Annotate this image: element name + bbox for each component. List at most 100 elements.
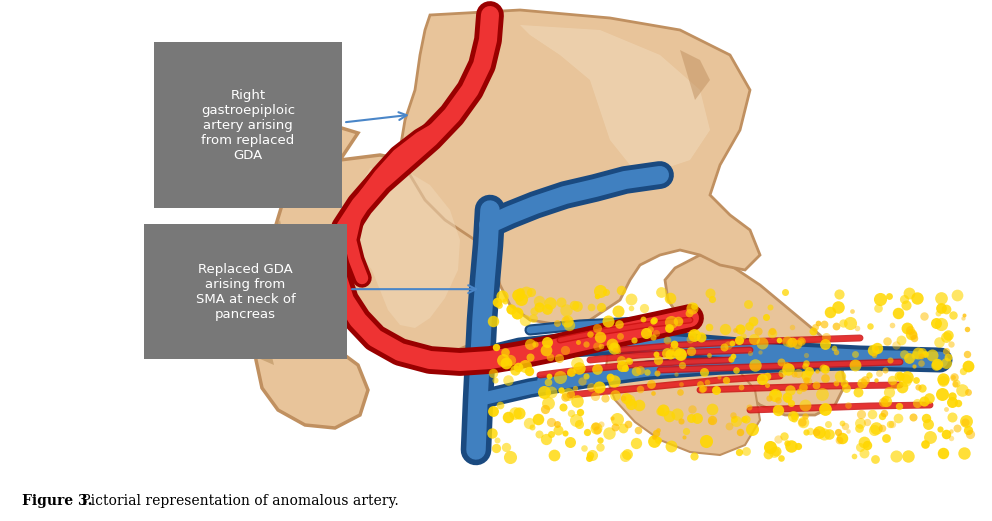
Point (915, 348, 930, 356)
Point (808, 367, 824, 375)
Text: Replaced GDA
arising from
SMA at neck of
pancreas: Replaced GDA arising from SMA at neck of… (195, 263, 296, 321)
Point (562, 438, 578, 446)
Point (500, 376, 516, 384)
Point (703, 416, 719, 424)
Point (685, 331, 701, 339)
Point (741, 402, 757, 411)
Point (636, 304, 652, 312)
Point (667, 340, 682, 349)
Point (646, 433, 662, 441)
Point (526, 314, 542, 322)
Point (617, 364, 633, 372)
Point (847, 350, 863, 358)
Point (876, 410, 892, 418)
Point (759, 372, 775, 380)
Point (779, 395, 795, 403)
Point (685, 302, 701, 310)
Point (682, 335, 698, 343)
Point (890, 414, 906, 422)
Point (674, 351, 689, 359)
Point (648, 350, 664, 358)
Point (539, 435, 555, 443)
Point (907, 334, 923, 342)
Point (944, 413, 960, 421)
Point (870, 304, 886, 312)
Point (542, 299, 558, 307)
Point (944, 398, 960, 406)
Point (659, 349, 675, 357)
Point (797, 362, 812, 370)
Polygon shape (250, 220, 282, 365)
Point (570, 338, 586, 346)
Point (778, 288, 794, 296)
Point (495, 356, 511, 365)
Point (918, 350, 933, 358)
Point (610, 348, 626, 356)
Point (933, 304, 949, 312)
Point (859, 441, 875, 449)
Point (937, 404, 953, 413)
Point (563, 367, 579, 376)
Point (903, 330, 919, 338)
Point (844, 307, 860, 315)
Point (727, 326, 743, 334)
Point (956, 449, 972, 457)
Point (865, 345, 881, 354)
Point (633, 366, 649, 374)
Point (676, 432, 691, 441)
Point (645, 389, 661, 398)
Point (560, 389, 576, 398)
Point (566, 383, 582, 392)
Point (635, 315, 651, 323)
Point (799, 428, 814, 437)
Point (864, 410, 880, 418)
Point (583, 382, 599, 391)
Point (695, 368, 711, 377)
Point (745, 317, 761, 325)
Point (588, 341, 604, 350)
Point (632, 385, 648, 393)
Point (589, 324, 605, 332)
Point (701, 351, 717, 359)
Point (962, 429, 978, 438)
Point (683, 348, 699, 356)
Point (795, 382, 810, 391)
Point (606, 377, 622, 386)
Point (513, 288, 529, 296)
Point (922, 394, 937, 403)
Point (854, 379, 870, 387)
Point (867, 455, 883, 463)
Point (750, 327, 766, 335)
Point (764, 329, 780, 338)
Point (638, 329, 654, 337)
Point (886, 381, 902, 389)
Polygon shape (680, 50, 710, 100)
Point (954, 366, 970, 375)
Point (665, 344, 681, 353)
Point (563, 408, 579, 417)
Point (578, 340, 594, 349)
Point (868, 376, 884, 384)
Point (703, 417, 719, 425)
Point (831, 371, 847, 380)
Point (876, 398, 892, 406)
Point (836, 379, 852, 387)
Point (940, 353, 956, 361)
Point (731, 448, 747, 456)
Point (906, 331, 922, 339)
Text: Figure 3.: Figure 3. (22, 494, 92, 508)
Point (930, 360, 945, 368)
Point (944, 311, 960, 319)
Point (828, 348, 844, 356)
Point (808, 427, 824, 436)
Point (938, 358, 954, 367)
Point (555, 403, 570, 411)
Point (588, 424, 604, 432)
Point (897, 376, 913, 384)
Point (646, 316, 662, 325)
Point (623, 400, 639, 408)
Point (560, 368, 576, 377)
Point (849, 324, 865, 332)
Point (891, 402, 907, 411)
Point (949, 424, 965, 432)
